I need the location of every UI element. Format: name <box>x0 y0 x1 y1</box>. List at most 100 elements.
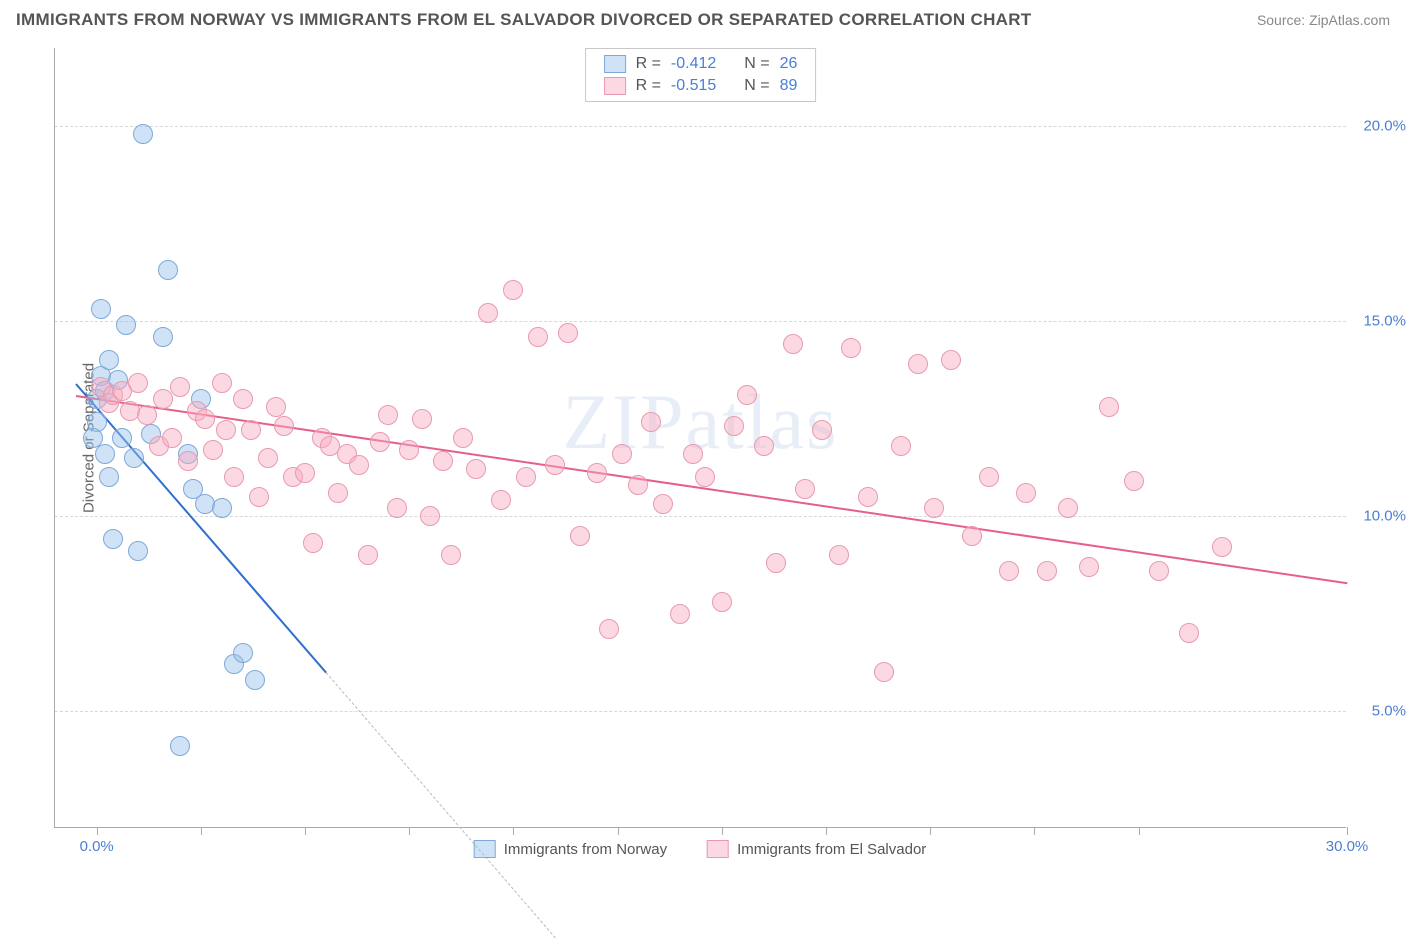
data-point <box>128 373 148 393</box>
data-point <box>1149 561 1169 581</box>
x-tick <box>826 827 827 835</box>
legend-item-series1: Immigrants from Norway <box>474 840 667 858</box>
data-point <box>528 327 548 347</box>
data-point <box>545 455 565 475</box>
data-point <box>858 487 878 507</box>
data-point <box>412 409 432 429</box>
data-point <box>1099 397 1119 417</box>
data-point <box>99 467 119 487</box>
data-point <box>841 338 861 358</box>
data-point <box>328 483 348 503</box>
y-tick-label: 10.0% <box>1363 508 1406 525</box>
data-point <box>153 327 173 347</box>
data-point <box>783 334 803 354</box>
data-point <box>874 662 894 682</box>
data-point <box>766 553 786 573</box>
stats-n-value-1: 26 <box>780 55 798 73</box>
swatch-series1 <box>604 55 626 73</box>
y-tick-label: 20.0% <box>1363 118 1406 135</box>
x-tick <box>1139 827 1140 835</box>
x-tick <box>930 827 931 835</box>
legend-label-2: Immigrants from El Salvador <box>737 841 926 858</box>
data-point <box>212 373 232 393</box>
data-point <box>387 498 407 518</box>
y-tick-label: 5.0% <box>1372 703 1406 720</box>
data-point <box>812 420 832 440</box>
data-point <box>258 448 278 468</box>
data-point <box>829 545 849 565</box>
legend-swatch-2 <box>707 840 729 858</box>
gridline-h <box>55 126 1346 127</box>
gridline-h <box>55 321 1346 322</box>
data-point <box>99 350 119 370</box>
data-point <box>224 467 244 487</box>
data-point <box>349 455 369 475</box>
data-point <box>158 260 178 280</box>
data-point <box>378 405 398 425</box>
data-point <box>1058 498 1078 518</box>
chart-area: Divorced or Separated ZIPatlas R = -0.41… <box>54 48 1346 828</box>
data-point <box>178 451 198 471</box>
data-point <box>712 592 732 612</box>
legend-label-1: Immigrants from Norway <box>504 841 667 858</box>
data-point <box>103 529 123 549</box>
x-tick <box>618 827 619 835</box>
x-tick <box>1034 827 1035 835</box>
data-point <box>241 420 261 440</box>
x-tick <box>97 827 98 835</box>
swatch-series2 <box>604 77 626 95</box>
stats-row-series1: R = -0.412 N = 26 <box>604 53 798 75</box>
data-point <box>558 323 578 343</box>
gridline-h <box>55 711 1346 712</box>
data-point <box>303 533 323 553</box>
data-point <box>170 377 190 397</box>
source-attribution: Source: ZipAtlas.com <box>1257 12 1390 28</box>
data-point <box>112 428 132 448</box>
stats-row-series2: R = -0.515 N = 89 <box>604 75 798 97</box>
data-point <box>116 315 136 335</box>
data-point <box>399 440 419 460</box>
data-point <box>587 463 607 483</box>
data-point <box>516 467 536 487</box>
stats-n-label: N = <box>744 55 769 73</box>
data-point <box>695 467 715 487</box>
data-point <box>999 561 1019 581</box>
data-point <box>124 448 144 468</box>
data-point <box>466 459 486 479</box>
data-point <box>266 397 286 417</box>
data-point <box>233 389 253 409</box>
data-point <box>170 736 190 756</box>
x-tick <box>409 827 410 835</box>
data-point <box>478 303 498 323</box>
data-point <box>1212 537 1232 557</box>
x-tick-label: 30.0% <box>1326 838 1369 855</box>
data-point <box>245 670 265 690</box>
data-point <box>1179 623 1199 643</box>
data-point <box>212 498 232 518</box>
x-tick <box>513 827 514 835</box>
data-point <box>979 467 999 487</box>
x-tick <box>305 827 306 835</box>
data-point <box>453 428 473 448</box>
data-point <box>491 490 511 510</box>
gridline-h <box>55 516 1346 517</box>
data-point <box>358 545 378 565</box>
data-point <box>670 604 690 624</box>
stats-r-label: R = <box>636 55 661 73</box>
data-point <box>274 416 294 436</box>
data-point <box>737 385 757 405</box>
data-point <box>599 619 619 639</box>
x-tick <box>201 827 202 835</box>
data-point <box>233 643 253 663</box>
data-point <box>249 487 269 507</box>
data-point <box>924 498 944 518</box>
data-point <box>891 436 911 456</box>
stats-r-label-2: R = <box>636 77 661 95</box>
data-point <box>1037 561 1057 581</box>
stats-r-value-1: -0.412 <box>671 55 716 73</box>
legend-item-series2: Immigrants from El Salvador <box>707 840 926 858</box>
data-point <box>133 124 153 144</box>
data-point <box>570 526 590 546</box>
data-point <box>683 444 703 464</box>
data-point <box>962 526 982 546</box>
